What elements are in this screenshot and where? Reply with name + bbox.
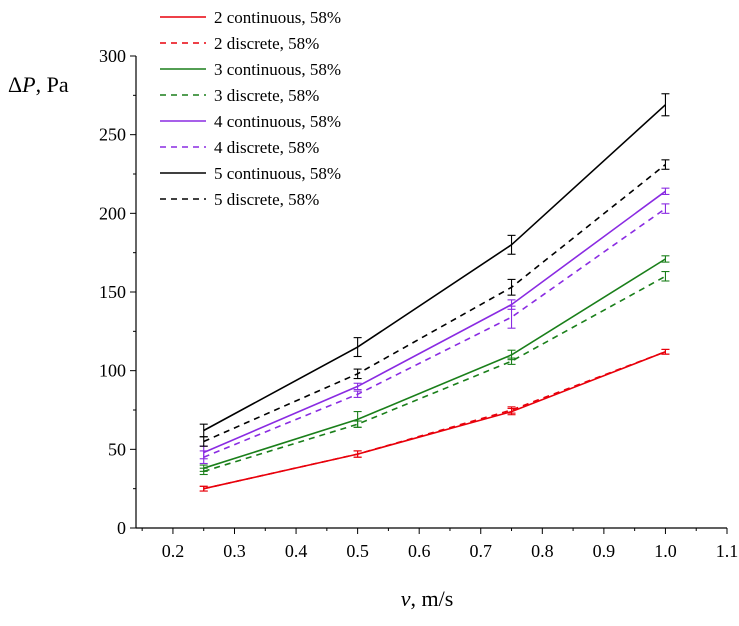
legend-label: 2 continuous, 58%: [214, 8, 341, 27]
y-axis-label-unit: , Pa: [36, 72, 69, 97]
x-tick-label: 1.1: [716, 541, 739, 561]
series-1: [199, 348, 670, 492]
x-tick-label: 1.0: [654, 541, 677, 561]
series-line: [203, 104, 666, 432]
x-tick-label: 0.3: [223, 541, 246, 561]
y-axis-label-prefix: Δ: [8, 72, 22, 97]
y-tick-label: 300: [99, 46, 126, 66]
series-line: [203, 190, 666, 454]
y-tick-label: 200: [99, 203, 126, 223]
y-tick-label: 100: [99, 361, 126, 381]
y-axis-label: ΔP, Pa: [8, 72, 69, 97]
y-tick-label: 50: [108, 439, 126, 459]
x-axis-label-var: v: [401, 586, 411, 611]
x-tick-label: 0.2: [162, 541, 185, 561]
series-line: [203, 351, 666, 490]
legend-label: 2 discrete, 58%: [214, 34, 319, 53]
series-7: [199, 93, 670, 438]
series-6: [199, 203, 670, 465]
x-tick-label: 0.5: [346, 541, 369, 561]
axes: 0 50 100 150 200 250 300 0.2 0.3 0.4 0.5 0.6 0.7 0.8 0…: [99, 46, 738, 561]
legend-label: 4 discrete, 58%: [214, 138, 319, 157]
x-axis-label-unit: , m/s: [410, 586, 453, 611]
legend: 2 continuous, 58% 2 discrete, 58% 3 contin…: [160, 8, 341, 209]
series-8: [199, 159, 670, 447]
x-tick-label: 0.4: [285, 541, 308, 561]
y-tick-label: 0: [117, 518, 126, 538]
series-line: [203, 258, 666, 469]
series-line: [203, 275, 666, 473]
legend-label: 4 continuous, 58%: [214, 112, 341, 131]
series-4: [199, 270, 670, 476]
y-tick-label: 250: [99, 125, 126, 145]
legend-label: 5 discrete, 58%: [214, 190, 319, 209]
legend-label: 5 continuous, 58%: [214, 164, 341, 183]
x-tick-label: 0.9: [593, 541, 616, 561]
series-5: [199, 187, 670, 460]
x-tick-label: 0.6: [408, 541, 431, 561]
series-line: [203, 351, 666, 490]
x-axis-label: v, m/s: [401, 586, 454, 611]
series-3: [199, 255, 670, 472]
x-tick-label: 0.7: [470, 541, 493, 561]
y-tick-label: 150: [99, 282, 126, 302]
legend-label: 3 continuous, 58%: [214, 60, 341, 79]
series-line: [203, 163, 666, 443]
y-axis-label-var: P: [21, 72, 35, 97]
x-tick-label: 0.8: [531, 541, 554, 561]
series-group: [199, 93, 670, 492]
legend-label: 3 discrete, 58%: [214, 86, 319, 105]
series-line: [203, 207, 666, 458]
series-2: [199, 348, 670, 492]
